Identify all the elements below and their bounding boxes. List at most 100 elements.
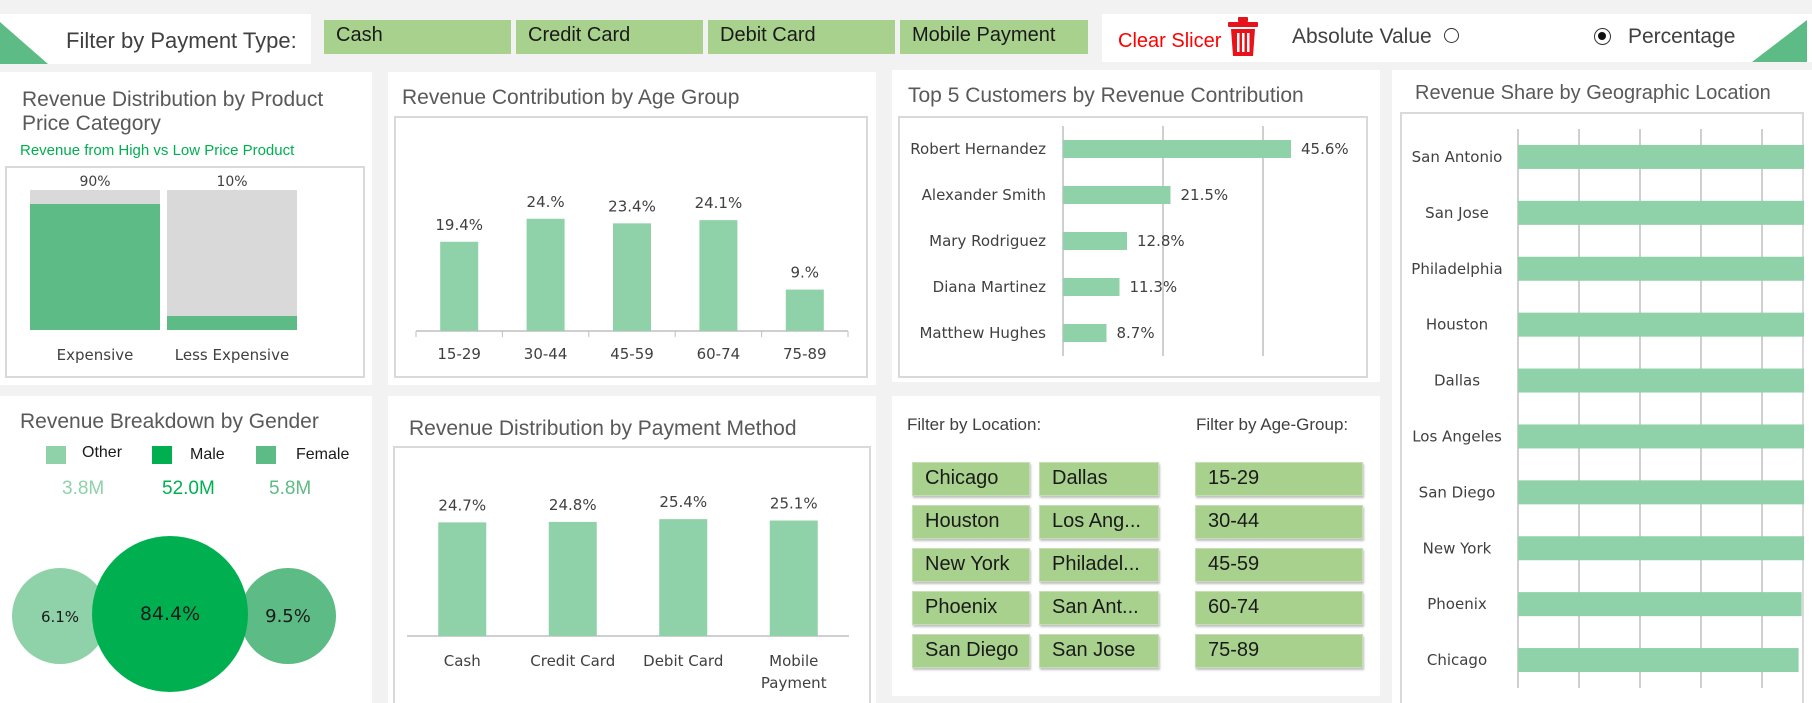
payment-button-debit-card[interactable]: Debit Card <box>708 20 895 54</box>
top-customers-chart: Robert Hernandez 45.6% Alexander Smith 21.5… <box>910 126 1349 356</box>
data-label-alexander-smith: 21.5% <box>1181 186 1229 204</box>
geography-chart-frame <box>1400 112 1804 703</box>
bar-credit-card <box>548 521 597 636</box>
gender-value-male: 52.0M <box>162 478 215 499</box>
bar-san-antonio <box>1518 144 1804 169</box>
location-filter-houston[interactable]: Houston <box>912 505 1030 539</box>
tick-label-phoenix: Phoenix <box>1427 595 1487 613</box>
data-label-expensive: 90% <box>79 174 110 190</box>
location-filter-san-antonio[interactable]: San Ant... <box>1039 591 1159 625</box>
bar-diana-martinez <box>1063 278 1120 296</box>
tick-label-robert-hernandez: Robert Hernandez <box>910 140 1046 158</box>
bar-60-74 <box>699 220 738 331</box>
location-filter-new-york[interactable]: New York <box>912 548 1030 582</box>
tick-label-houston: Houston <box>1426 316 1488 334</box>
bar-background-less-expensive <box>167 190 297 330</box>
gender-value-other: 3.8M <box>62 478 105 499</box>
tick-label-san-diego: San Diego <box>1419 483 1496 501</box>
tick-label-15-29: 15-29 <box>437 345 481 363</box>
radio-selected-dot <box>1598 32 1606 40</box>
tick-label-matthew-hughes: Matthew Hughes <box>919 324 1046 342</box>
geography-chart: San Antonio11.9%San Jose10.3%Philadelphi… <box>1411 129 1804 688</box>
age-filter-label: Filter by Age-Group: <box>1196 415 1349 434</box>
tick-label-alexander-smith: Alexander Smith <box>922 186 1046 204</box>
clear-slicer-label: Clear Slicer <box>1118 30 1222 52</box>
data-label-75-89: 9.% <box>791 264 820 282</box>
data-label-credit-card: 24.8% <box>549 496 597 514</box>
bar-45-59 <box>613 223 651 331</box>
bar-mobile-payment <box>769 520 818 636</box>
bar-matthew-hughes <box>1063 324 1107 342</box>
tick-label-less-expensive: Less Expensive <box>175 346 289 364</box>
location-filter-los-angeles[interactable]: Los Ang... <box>1039 505 1159 539</box>
tick-label-credit-card: Credit Card <box>530 652 615 670</box>
data-label-30-44: 24.% <box>527 193 565 211</box>
tick-label-30-44: 30-44 <box>524 345 568 363</box>
price-category-title-line2: Price Category <box>22 112 161 135</box>
location-filter-phoenix[interactable]: Phoenix <box>912 591 1030 625</box>
bar-san-jose <box>1518 200 1804 225</box>
tick-label-mobile-payment-0: Mobile <box>769 652 818 670</box>
bar-chicago <box>1518 648 1799 673</box>
bubble-label-other: 6.1% <box>41 608 79 626</box>
bubble-female <box>240 568 336 664</box>
age-group-title: Revenue Contribution by Age Group <box>402 86 740 109</box>
price-category-chart: 90% Expensive 10% Less Expensive <box>30 174 297 364</box>
bar-dallas <box>1518 368 1804 393</box>
age-filter-75-89[interactable]: 75-89 <box>1195 634 1363 668</box>
radio-percentage-circle[interactable] <box>1594 28 1611 45</box>
tick-label-new-york: New York <box>1423 539 1492 557</box>
location-filter-philadelphia[interactable]: Philadel... <box>1039 548 1159 582</box>
data-label-15-29: 19.4% <box>435 216 483 234</box>
tick-label-diana-martinez: Diana Martinez <box>933 278 1046 296</box>
tick-label-debit-card: Debit Card <box>643 652 723 670</box>
tick-label-45-59: 45-59 <box>610 345 654 363</box>
location-filter-dallas[interactable]: Dallas <box>1039 462 1159 496</box>
corner-triangle-left <box>0 22 48 64</box>
payment-button-cash[interactable]: Cash <box>324 20 511 54</box>
legend-label-male: Male <box>190 446 225 463</box>
payment-method-chart: 24.7% Cash 24.8% Credit Card 25.4% Debit Card… <box>407 493 849 692</box>
location-filter-chicago[interactable]: Chicago <box>912 462 1030 496</box>
payment-filter-label: Filter by Payment Type: <box>66 28 297 53</box>
payment-method-title: Revenue Distribution by Payment Method <box>409 417 797 440</box>
price-category-title-line1: Revenue Distribution by Product <box>22 88 324 111</box>
radio-absolute-value[interactable]: Absolute Value <box>1292 25 1459 51</box>
data-label-less-expensive: 10% <box>216 174 247 190</box>
legend-swatch-other <box>46 446 66 464</box>
legend-label-female: Female <box>296 446 350 463</box>
bar-less-expensive <box>167 316 297 330</box>
age-filter-45-59[interactable]: 45-59 <box>1195 548 1363 582</box>
data-label-robert-hernandez: 45.6% <box>1301 140 1349 158</box>
age-filter-30-44[interactable]: 30-44 <box>1195 505 1363 539</box>
bar-debit-card <box>659 519 708 636</box>
price-category-chart-frame <box>5 166 365 378</box>
location-filter-san-diego[interactable]: San Diego <box>912 634 1030 668</box>
bar-san-diego <box>1518 480 1804 505</box>
data-label-mobile-payment: 25.1% <box>770 495 818 513</box>
data-label-diana-martinez: 11.3% <box>1130 278 1178 296</box>
clear-slicer-button[interactable]: Clear Slicer <box>1116 16 1266 60</box>
tick-label-60-74: 60-74 <box>697 345 741 363</box>
location-filter-label: Filter by Location: <box>907 415 1042 434</box>
location-filter-san-jose[interactable]: San Jose <box>1039 634 1159 668</box>
geography-title: Revenue Share by Geographic Location <box>1415 82 1771 104</box>
gender-legend: Other Male Female 3.8M 52.0M 5.8M <box>0 440 372 510</box>
bar-robert-hernandez <box>1063 140 1291 158</box>
gender-title: Revenue Breakdown by Gender <box>20 410 319 433</box>
age-group-chart-frame <box>394 116 868 378</box>
tick-label-mary-rodriguez: Mary Rodriguez <box>929 232 1046 250</box>
legend-label-other: Other <box>82 444 123 461</box>
bar-philadelphia <box>1518 256 1804 281</box>
bar-30-44 <box>526 218 565 331</box>
top-filter-bar-left <box>0 14 311 64</box>
payment-button-mobile-payment[interactable]: Mobile Payment <box>900 20 1088 54</box>
age-filter-15-29[interactable]: 15-29 <box>1195 462 1363 496</box>
tick-label-dallas: Dallas <box>1434 372 1480 390</box>
tick-label-mobile-payment-1: Payment <box>761 674 827 692</box>
radio-absolute-circle[interactable] <box>1444 28 1459 43</box>
bubble-other <box>12 568 108 664</box>
payment-button-credit-card[interactable]: Credit Card <box>516 20 703 54</box>
corner-triangle-right <box>1752 20 1807 62</box>
age-filter-60-74[interactable]: 60-74 <box>1195 591 1363 625</box>
